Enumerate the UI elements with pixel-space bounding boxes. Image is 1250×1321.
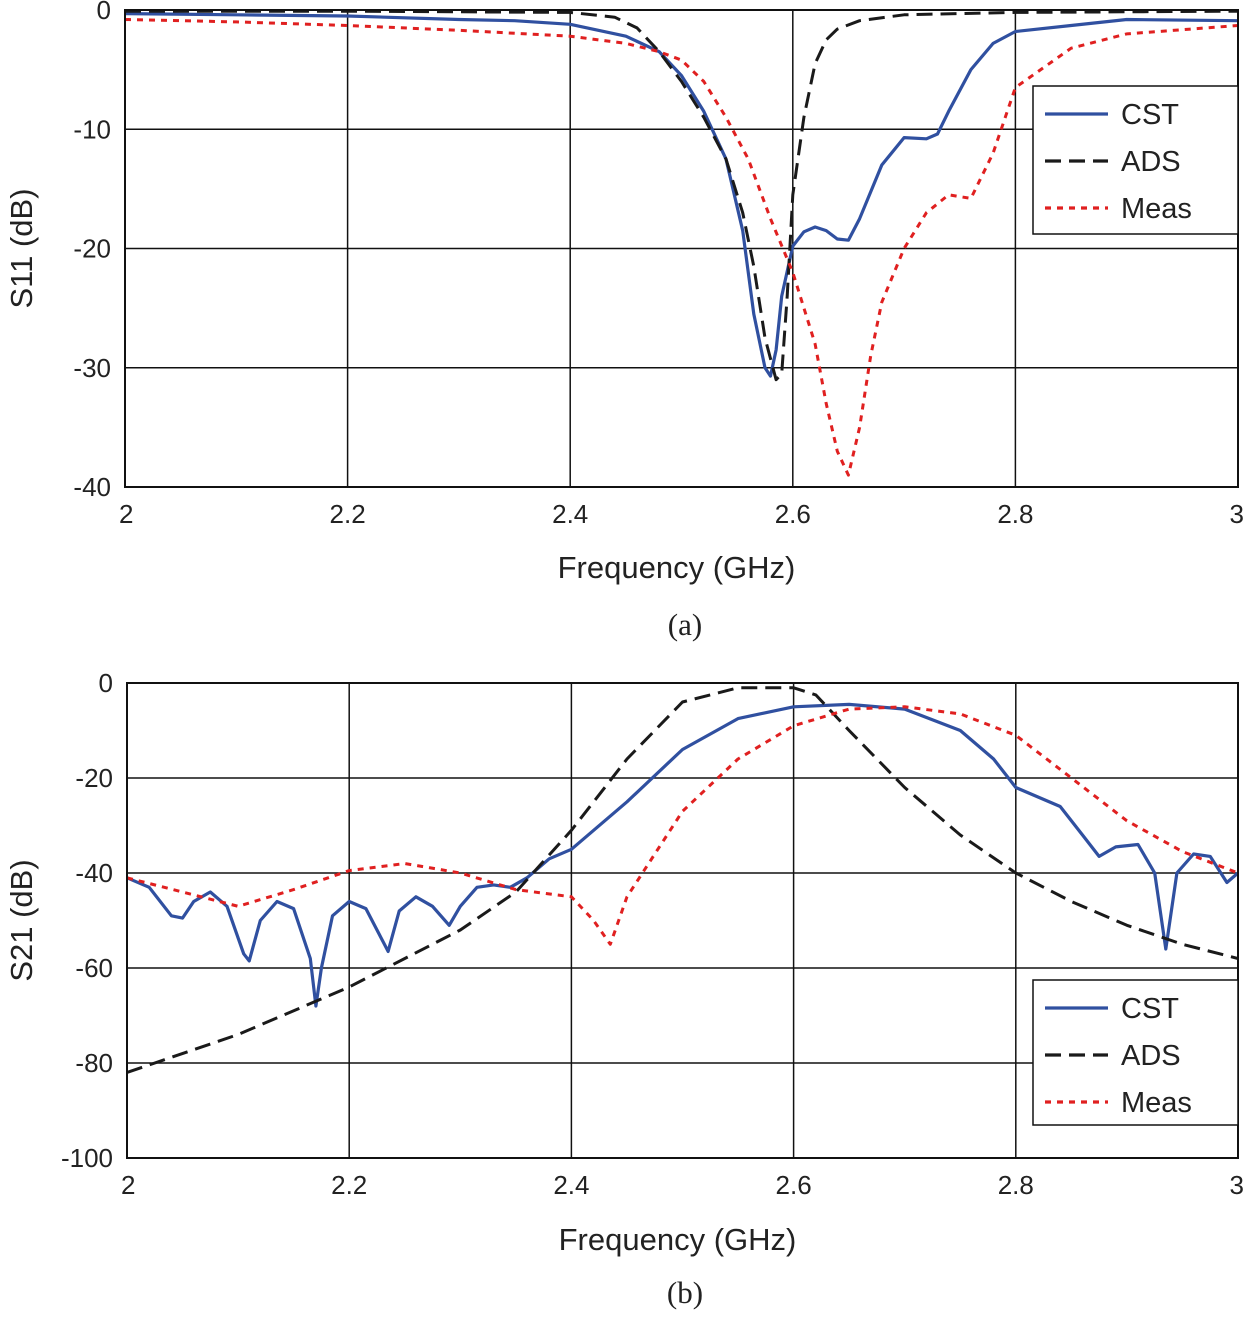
x-tick-label-s21: 2.6 — [776, 1170, 812, 1200]
legend-label-cst-s11: CST — [1121, 99, 1179, 131]
x-tick-label-s11: 2.6 — [775, 499, 811, 529]
tick-labels-s21: 2 2.2 2.4 2.6 2.8 3 0 -20 -40 -60 -80 -100 — [61, 668, 1244, 1200]
legend-s11: CST ADS Meas — [1032, 85, 1239, 235]
tick-labels-s11: 2 2.2 2.4 2.6 2.8 3 0 -10 -20 -30 -40 — [73, 0, 1244, 529]
y-tick-label-s11: -40 — [73, 472, 111, 502]
x-tick-label-s11: 2 — [119, 499, 133, 529]
y-tick-label-s11: -30 — [73, 353, 111, 383]
series-group-s21 — [127, 686, 1238, 1074]
legend-box-s11 — [1032, 85, 1239, 235]
x-tick-label-s11: 2.4 — [552, 499, 588, 529]
series-line-cst-s21 — [127, 702, 1238, 1008]
legend-s21: CST ADS Meas — [1032, 979, 1239, 1126]
x-tick-label-s21: 3 — [1230, 1170, 1244, 1200]
y-axis-label-s21: S21 (dB) — [4, 859, 39, 981]
y-tick-label-s11: -10 — [73, 114, 111, 144]
legend-label-cst-s21: CST — [1121, 993, 1179, 1025]
y-tick-label-s21: -20 — [75, 763, 113, 793]
chart-s11: 2 2.2 2.4 2.6 2.8 3 0 -10 -20 -30 -40 Frequency (G… — [4, 0, 1244, 642]
caption-b: (b) — [667, 1275, 703, 1310]
x-tick-label-s11: 2.2 — [330, 499, 366, 529]
x-tick-label-s21: 2.2 — [331, 1170, 367, 1200]
plot-frame-s11 — [124, 9, 1239, 488]
series-line-cst-s11 — [125, 12, 1238, 378]
plot-frame-s21 — [126, 682, 1239, 1159]
y-tick-label-s21: 0 — [99, 668, 113, 698]
y-tick-label-s21: -100 — [61, 1143, 113, 1173]
y-tick-label-s21: -80 — [75, 1048, 113, 1078]
x-tick-label-s21: 2.4 — [553, 1170, 589, 1200]
series-line-ads-s21 — [127, 686, 1238, 1074]
series-line-meas-s21 — [127, 705, 1238, 946]
series-line-meas-s11 — [125, 18, 1238, 477]
y-tick-label-s21: -60 — [75, 953, 113, 983]
x-tick-label-s21: 2.8 — [998, 1170, 1034, 1200]
y-axis-label-s11: S11 (dB) — [4, 188, 39, 308]
grid-s21 — [127, 683, 1238, 1158]
caption-a: (a) — [668, 607, 702, 642]
legend-label-ads-s21: ADS — [1121, 1040, 1181, 1072]
series-group-s11 — [125, 9, 1238, 477]
x-axis-label-s21: Frequency (GHz) — [559, 1222, 797, 1257]
y-tick-label-s11: -20 — [73, 234, 111, 264]
legend-label-meas-s11: Meas — [1121, 193, 1192, 225]
y-tick-label-s11: 0 — [97, 0, 111, 25]
x-tick-label-s21: 2 — [121, 1170, 135, 1200]
grid-s11 — [125, 10, 1238, 487]
y-tick-label-s21: -40 — [75, 858, 113, 888]
legend-label-meas-s21: Meas — [1121, 1087, 1192, 1119]
series-line-ads-s11 — [125, 9, 1238, 382]
legend-box-s21 — [1032, 979, 1239, 1126]
x-tick-label-s11: 2.8 — [997, 499, 1033, 529]
legend-label-ads-s11: ADS — [1121, 146, 1181, 178]
chart-s21: 2 2.2 2.4 2.6 2.8 3 0 -20 -40 -60 -80 -100 Frequenc… — [4, 668, 1244, 1310]
x-axis-label-s11: Frequency (GHz) — [558, 550, 796, 585]
x-tick-label-s11: 3 — [1230, 499, 1244, 529]
